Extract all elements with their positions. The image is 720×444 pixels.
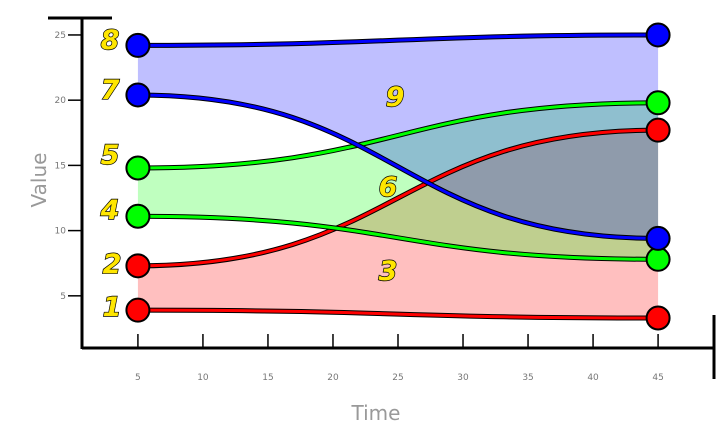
end-point	[125, 155, 151, 181]
band-edge	[137, 128, 659, 268]
x-tick-label: 5	[135, 373, 141, 383]
x-tick-label: 10	[197, 373, 209, 383]
end-point	[645, 305, 671, 331]
x-tick-label: 20	[327, 373, 339, 383]
x-axis-label: Time	[351, 401, 401, 425]
annotation: 9	[386, 82, 405, 113]
y-tick-label: 10	[55, 227, 67, 237]
x-tick-label: 15	[262, 373, 273, 383]
end-point	[645, 22, 671, 48]
y-tick-label: 5	[60, 292, 66, 302]
end-point	[645, 117, 671, 143]
band-edge	[137, 308, 659, 320]
y-axis-label: Value	[27, 153, 51, 208]
y-tick-label: 20	[55, 96, 67, 106]
end-point	[125, 253, 151, 279]
end-point	[125, 203, 151, 229]
y-tick-label: 15	[55, 161, 66, 171]
annotation: 8	[101, 25, 120, 56]
end-point	[125, 32, 151, 58]
annotation: 7	[101, 75, 120, 106]
band-area	[137, 130, 659, 318]
end-point	[645, 246, 671, 272]
end-point	[125, 82, 151, 108]
x-tick-label: 35	[522, 373, 533, 383]
annotation: 2	[103, 249, 122, 280]
x-tick-label: 25	[392, 373, 403, 383]
end-point	[125, 297, 151, 323]
band-edge	[137, 101, 659, 170]
end-point	[645, 225, 671, 251]
x-tick-label: 40	[587, 373, 599, 383]
annotation: 5	[101, 140, 120, 171]
annotation: 3	[379, 256, 398, 287]
annotation: 4	[100, 195, 120, 226]
band-edge	[137, 93, 659, 240]
annotation: 1	[103, 292, 122, 323]
y-tick-label: 25	[55, 31, 66, 41]
x-tick-label: 30	[457, 373, 469, 383]
x-tick-label: 45	[652, 373, 663, 383]
annotation: 6	[379, 172, 398, 203]
band-edge	[137, 33, 659, 47]
end-point	[645, 90, 671, 116]
bands	[137, 34, 659, 318]
band-edge	[137, 214, 659, 261]
